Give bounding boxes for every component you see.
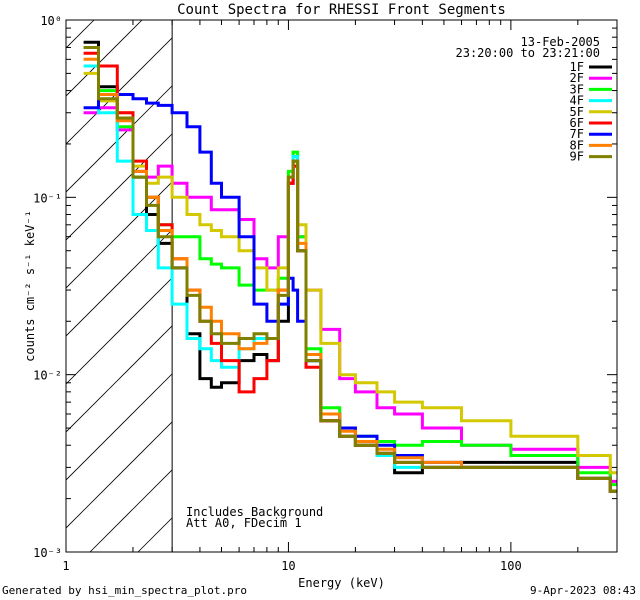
legend-label-6f: 6F — [570, 116, 584, 130]
hatch-line — [66, 20, 191, 145]
x-axis-ticks: 1 10 100 — [62, 20, 618, 573]
legend-label-1f: 1F — [570, 60, 584, 74]
legend-label-8f: 8F — [570, 138, 584, 152]
legend-label-7f: 7F — [570, 127, 584, 141]
hatch-line — [0, 0, 114, 552]
annotation-2: Att A0, FDecim 1 — [186, 516, 302, 530]
series-group — [83, 40, 617, 493]
series-line-9f — [83, 46, 617, 493]
footer-generated-by: Generated by hsi_min_spectra_plot.pro — [2, 584, 248, 597]
legend-label-5f: 5F — [570, 105, 584, 119]
y-tick-label: 10⁻³ — [33, 546, 62, 560]
y-axis-ticks: 10⁰ 10⁻¹ 10⁻² 10⁻³ — [33, 14, 617, 560]
y-axis-label: counts cm⁻² s⁻¹ keV⁻¹ — [23, 210, 37, 362]
annotation-1: Includes Background — [186, 505, 323, 519]
legend-time-range: 23:20:00 to 23:21:00 — [456, 46, 601, 60]
footer-timestamp: 9-Apr-2023 08:43 — [530, 584, 636, 597]
chart-title: Count Spectra for RHESSI Front Segments — [177, 2, 506, 18]
y-tick-label: 10⁻² — [33, 369, 62, 383]
legend-label-2f: 2F — [570, 71, 584, 85]
legend-label-3f: 3F — [570, 82, 584, 96]
hatch-line — [66, 20, 143, 97]
y-tick-label: 10⁰ — [40, 14, 62, 28]
legend-label-4f: 4F — [570, 94, 584, 108]
x-axis-label: Energy (keV) — [298, 576, 385, 590]
series-line-5f — [83, 71, 617, 475]
series-line-7f — [83, 93, 617, 493]
x-tick-label: 100 — [500, 559, 522, 573]
legend-label-9f: 9F — [570, 150, 584, 164]
plot-frame — [65, 19, 618, 553]
y-tick-label: 10⁻¹ — [33, 191, 62, 205]
x-tick-label: 10 — [281, 559, 295, 573]
legend-date: 13-Feb-2005 — [521, 35, 600, 49]
x-tick-label: 1 — [62, 559, 69, 573]
